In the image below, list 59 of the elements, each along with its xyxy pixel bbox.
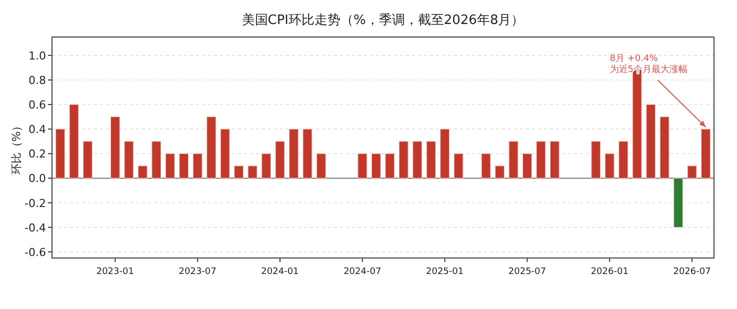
bar — [591, 141, 601, 178]
y-tick-label: 0.6 — [28, 98, 46, 112]
bar — [508, 141, 518, 178]
bar — [316, 153, 326, 178]
bar — [138, 166, 148, 178]
y-tick-label: 1.0 — [28, 49, 46, 62]
y-axis-title: 环比（%） — [10, 120, 23, 175]
bar — [69, 104, 79, 178]
bar — [440, 128, 450, 178]
bar — [302, 128, 312, 178]
bar — [234, 166, 244, 178]
bar — [124, 141, 134, 178]
bar — [371, 153, 381, 178]
bar — [618, 141, 628, 178]
bar — [660, 116, 670, 178]
bar — [536, 141, 546, 178]
bar — [220, 128, 230, 178]
bar — [385, 153, 395, 178]
y-tick-label: -0.4 — [24, 221, 46, 234]
bar — [288, 128, 298, 178]
x-tick-label: 2026-07 — [673, 267, 711, 277]
x-tick-label: 2026-01 — [590, 267, 628, 277]
y-tick-label: 0.4 — [28, 123, 46, 136]
bar — [426, 141, 436, 178]
bar — [179, 153, 189, 178]
bar — [687, 166, 697, 178]
bar — [110, 116, 120, 178]
bar — [604, 153, 614, 178]
y-tick-label: -0.2 — [24, 196, 46, 210]
bar — [261, 153, 272, 178]
y-tick-label: 0.0 — [28, 172, 46, 186]
bar — [275, 141, 285, 178]
bar — [192, 153, 202, 178]
bar — [165, 153, 175, 178]
bar — [481, 153, 491, 178]
bar — [646, 104, 656, 178]
bar — [522, 153, 532, 178]
bar — [454, 153, 464, 178]
bar — [152, 141, 162, 178]
y-tick-label: 0.2 — [28, 148, 46, 161]
y-tick-label: 0.8 — [28, 74, 46, 87]
bar — [550, 141, 560, 178]
bar — [412, 141, 422, 178]
bar — [494, 166, 505, 178]
x-tick-label: 2023-01 — [96, 267, 134, 277]
bar — [358, 153, 368, 178]
bar — [248, 166, 258, 178]
x-tick-label: 2025-07 — [508, 267, 546, 277]
x-tick-label: 2023-07 — [178, 267, 216, 277]
bar — [206, 116, 216, 178]
x-tick-label: 2024-07 — [344, 267, 382, 277]
bar — [82, 141, 92, 178]
y-tick-label: -0.6 — [24, 246, 46, 259]
x-tick-label: 2024-01 — [261, 267, 299, 277]
chart-title: 美国CPI环比走势（%，季调，截至2026年8月） — [242, 12, 524, 28]
bar — [674, 178, 684, 228]
bar — [55, 128, 66, 178]
bar — [398, 141, 408, 178]
x-tick-label: 2025-01 — [426, 267, 464, 277]
